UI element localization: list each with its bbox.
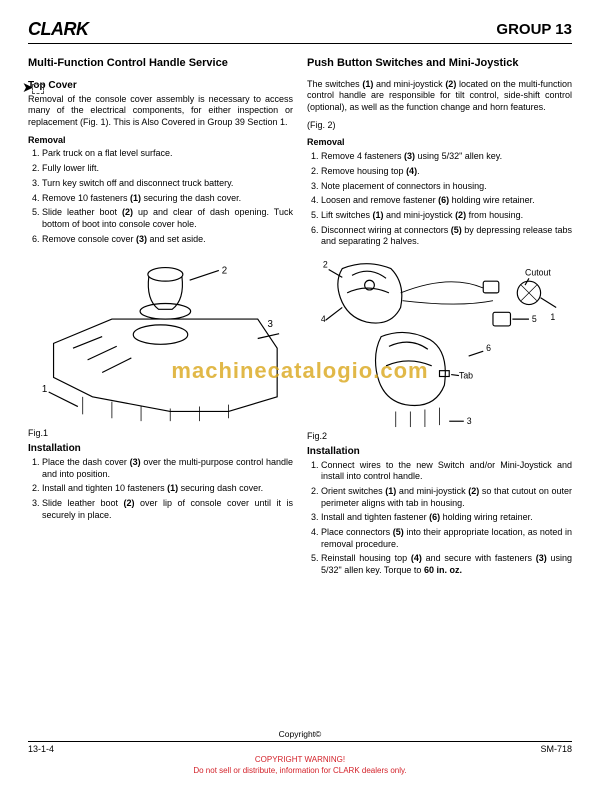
list-item: Connect wires to the new Switch and/or M… [321, 460, 572, 483]
right-install-heading: Installation [307, 445, 572, 458]
fig1-label: Fig.1 [28, 428, 293, 440]
list-item: Fully lower lift. [42, 163, 293, 175]
list-item: Remove console cover (3) and set aside. [42, 234, 293, 246]
svg-text:4: 4 [321, 314, 326, 324]
list-item: Slide leather boot (2) over lip of conso… [42, 498, 293, 521]
right-removal-heading: Removal [307, 137, 572, 149]
figref: (Fig. 2) [307, 120, 572, 132]
page-number-right: SM-718 [540, 744, 572, 756]
list-item: Park truck on a flat level surface. [42, 148, 293, 160]
fig2-label: Fig.2 [307, 431, 572, 443]
svg-text:3: 3 [467, 416, 472, 426]
list-item: Remove 10 fasteners (1) securing the das… [42, 193, 293, 205]
left-removal-heading: Removal [28, 135, 293, 147]
list-item: Reinstall housing top (4) and secure wit… [321, 553, 572, 576]
list-item: Remove housing top (4). [321, 166, 572, 178]
topcover-para: Removal of the console cover assembly is… [28, 94, 293, 129]
svg-text:Cutout: Cutout [525, 267, 551, 277]
topcover-heading: Top Cover [28, 79, 293, 92]
list-item: Loosen and remove fastener (6) holding w… [321, 195, 572, 207]
left-removal-list: Park truck on a flat level surface. Full… [42, 148, 293, 245]
svg-text:5: 5 [532, 314, 537, 324]
right-section-title: Push Button Switches and Mini-Joystick [307, 56, 572, 70]
group-label: GROUP 13 [496, 20, 572, 40]
brand-logo: CLARK [28, 18, 89, 41]
right-install-list: Connect wires to the new Switch and/or M… [321, 460, 572, 577]
list-item: Install and tighten fastener (6) holding… [321, 512, 572, 524]
list-item: Remove 4 fasteners (3) using 5/32" allen… [321, 151, 572, 163]
left-install-heading: Installation [28, 442, 293, 455]
list-item: Install and tighten 10 fasteners (1) sec… [42, 483, 293, 495]
svg-text:Tab: Tab [459, 370, 473, 380]
svg-text:1: 1 [550, 312, 555, 322]
right-intro: The switches (1) and mini-joystick (2) l… [307, 79, 572, 114]
svg-text:2: 2 [222, 266, 227, 277]
figure-2: 1 Cutout 2 4 Tab 5 3 [307, 254, 572, 429]
svg-text:3: 3 [267, 319, 272, 330]
page-number-left: 13-1-4 [28, 744, 54, 756]
list-item: Note placement of connectors in housing. [321, 181, 572, 193]
warning-line2: Do not sell or distribute, information f… [28, 766, 572, 776]
cursor-pointer: ➤ [22, 78, 44, 96]
list-item: Lift switches (1) and mini-joystick (2) … [321, 210, 572, 222]
figure-1: 2 3 1 [28, 251, 293, 426]
list-item: Place connectors (5) into their appropri… [321, 527, 572, 550]
warning-line1: COPYRIGHT WARNING! [28, 755, 572, 765]
copyright-text: Copyright© [28, 729, 572, 740]
svg-text:2: 2 [323, 260, 328, 270]
list-item: Turn key switch off and disconnect truck… [42, 178, 293, 190]
list-item: Slide leather boot (2) up and clear of d… [42, 207, 293, 230]
page-footer: Copyright© 13-1-4 SM-718 COPYRIGHT WARNI… [28, 740, 572, 776]
left-column: Multi-Function Control Handle Service To… [28, 56, 293, 582]
right-removal-list: Remove 4 fasteners (3) using 5/32" allen… [321, 151, 572, 248]
list-item: Place the dash cover (3) over the multi-… [42, 457, 293, 480]
left-install-list: Place the dash cover (3) over the multi-… [42, 457, 293, 521]
left-section-title: Multi-Function Control Handle Service [28, 56, 293, 70]
list-item: Disconnect wiring at connectors (5) by d… [321, 225, 572, 248]
svg-text:1: 1 [42, 384, 47, 395]
content-columns: Multi-Function Control Handle Service To… [28, 56, 572, 582]
page-header: CLARK GROUP 13 [28, 18, 572, 44]
list-item: Orient switches (1) and mini-joystick (2… [321, 486, 572, 509]
svg-text:6: 6 [486, 343, 491, 353]
right-column: Push Button Switches and Mini-Joystick T… [307, 56, 572, 582]
